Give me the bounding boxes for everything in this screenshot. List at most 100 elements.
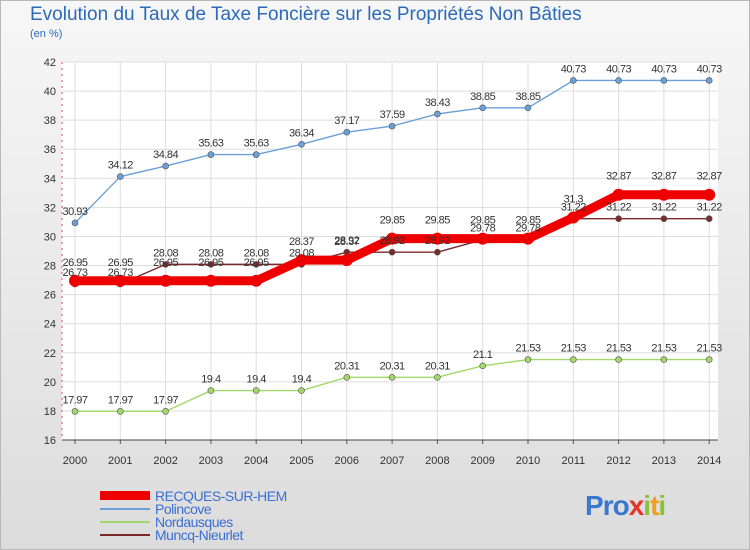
logo-letter: P bbox=[585, 490, 604, 521]
legend-label: RECQUES-SUR-HEM bbox=[155, 488, 287, 504]
data-label-muncq-nieurlet: 28.92 bbox=[380, 235, 405, 247]
data-label-muncq-nieurlet: 31.22 bbox=[651, 202, 676, 214]
data-point-nordausques bbox=[615, 356, 622, 363]
data-point-polincove bbox=[117, 173, 124, 180]
y-tick-label: 18 bbox=[44, 406, 56, 418]
data-label-nordausques: 20.31 bbox=[334, 360, 359, 372]
data-point-nordausques bbox=[479, 362, 487, 370]
data-label-nordausques: 17.97 bbox=[62, 394, 87, 406]
data-label-polincove: 40.73 bbox=[651, 63, 676, 75]
data-point-nordausques bbox=[71, 408, 79, 415]
data-point-muncq-nieurlet bbox=[388, 248, 396, 256]
y-tick-label: 20 bbox=[44, 377, 56, 389]
data-label-recques-sur-hem: 32.87 bbox=[606, 171, 631, 183]
data-label-muncq-nieurlet: 28.08 bbox=[153, 247, 178, 259]
data-point-nordausques bbox=[343, 374, 351, 381]
data-label-polincove: 38.85 bbox=[470, 91, 495, 103]
x-tick-label: 2009 bbox=[470, 455, 494, 467]
y-tick-label: 16 bbox=[44, 435, 56, 447]
data-point-muncq-nieurlet bbox=[252, 261, 260, 268]
data-point-nordausques bbox=[434, 374, 441, 381]
data-label-nordausques: 20.31 bbox=[380, 360, 405, 372]
data-label-nordausques: 19.4 bbox=[201, 374, 221, 386]
legend-swatch bbox=[100, 491, 150, 500]
data-label-polincove: 35.63 bbox=[244, 138, 269, 150]
y-tick-label: 34 bbox=[44, 173, 56, 185]
data-label-muncq-nieurlet: 31.22 bbox=[697, 202, 722, 214]
x-tick-label: 2012 bbox=[606, 455, 630, 467]
data-point-nordausques bbox=[252, 387, 260, 394]
data-label-muncq-nieurlet: 31.22 bbox=[561, 202, 586, 214]
data-label-nordausques: 21.53 bbox=[561, 343, 586, 355]
x-tick-label: 2002 bbox=[153, 455, 177, 467]
data-label-polincove: 36.34 bbox=[289, 127, 314, 139]
data-label-nordausques: 19.4 bbox=[292, 374, 312, 386]
x-tick-label: 2001 bbox=[108, 455, 132, 467]
data-label-muncq-nieurlet: 29.78 bbox=[470, 223, 495, 235]
data-label-muncq-nieurlet: 31.22 bbox=[606, 202, 631, 214]
data-point-recques-sur-hem bbox=[612, 188, 625, 201]
data-label-recques-sur-hem: 28.37 bbox=[334, 236, 359, 248]
data-label-muncq-nieurlet: 29.78 bbox=[515, 223, 540, 235]
data-point-muncq-nieurlet bbox=[705, 215, 713, 223]
data-point-polincove bbox=[388, 122, 396, 130]
data-point-nordausques bbox=[117, 408, 124, 415]
data-label-nordausques: 21.53 bbox=[606, 343, 631, 355]
data-point-polincove bbox=[705, 77, 713, 84]
data-label-polincove: 34.12 bbox=[108, 160, 133, 172]
data-label-recques-sur-hem: 29.85 bbox=[380, 215, 405, 227]
data-point-polincove bbox=[615, 77, 622, 84]
y-tick-label: 38 bbox=[44, 115, 56, 127]
data-label-polincove: 37.59 bbox=[380, 109, 405, 121]
data-point-recques-sur-hem bbox=[204, 274, 217, 287]
chart-title: Evolution du Taux de Taxe Foncière sur l… bbox=[30, 4, 582, 25]
data-label-recques-sur-hem: 26.95 bbox=[108, 257, 133, 269]
data-point-muncq-nieurlet bbox=[162, 261, 169, 268]
data-point-muncq-nieurlet bbox=[434, 248, 441, 256]
data-label-recques-sur-hem: 32.87 bbox=[651, 171, 676, 183]
data-label-nordausques: 17.97 bbox=[153, 394, 178, 406]
data-point-recques-sur-hem bbox=[295, 254, 308, 267]
data-label-polincove: 37.17 bbox=[334, 115, 359, 127]
data-label-recques-sur-hem: 26.95 bbox=[153, 257, 178, 269]
x-tick-label: 2007 bbox=[380, 455, 404, 467]
data-label-recques-sur-hem: 31.3 bbox=[564, 194, 584, 206]
data-point-nordausques bbox=[660, 356, 668, 363]
data-label-recques-sur-hem: 26.95 bbox=[244, 257, 269, 269]
data-point-polincove bbox=[434, 110, 441, 118]
y-tick-label: 26 bbox=[44, 290, 56, 302]
data-point-recques-sur-hem bbox=[431, 232, 444, 245]
data-label-recques-sur-hem: 26.95 bbox=[198, 257, 223, 269]
data-label-nordausques: 17.97 bbox=[108, 394, 133, 406]
x-tick-label: 2014 bbox=[697, 455, 721, 467]
legend-swatch bbox=[100, 508, 150, 510]
y-tick-label: 28 bbox=[44, 261, 56, 273]
data-label-muncq-nieurlet: 28.08 bbox=[198, 247, 223, 259]
data-label-polincove: 34.84 bbox=[153, 149, 178, 161]
data-label-polincove: 35.63 bbox=[198, 138, 223, 150]
data-label-nordausques: 21.1 bbox=[473, 349, 493, 361]
x-tick-label: 2011 bbox=[561, 455, 585, 467]
data-point-recques-sur-hem bbox=[476, 232, 489, 245]
data-label-polincove: 40.73 bbox=[606, 63, 631, 75]
data-point-recques-sur-hem bbox=[69, 274, 81, 287]
data-point-recques-sur-hem bbox=[159, 274, 172, 287]
data-point-recques-sur-hem bbox=[522, 232, 534, 245]
data-point-nordausques bbox=[705, 356, 713, 363]
y-tick-label: 40 bbox=[44, 86, 56, 98]
x-tick-label: 2006 bbox=[335, 455, 359, 467]
x-tick-label: 2003 bbox=[199, 455, 223, 467]
x-tick-label: 2010 bbox=[516, 455, 540, 467]
proxiti-logo: Proxiti bbox=[585, 490, 666, 522]
data-label-nordausques: 20.31 bbox=[425, 360, 450, 372]
x-tick-label: 2013 bbox=[652, 455, 676, 467]
data-point-recques-sur-hem bbox=[703, 188, 716, 201]
data-point-polincove bbox=[252, 151, 260, 158]
y-tick-label: 36 bbox=[44, 144, 56, 156]
data-label-recques-sur-hem: 29.85 bbox=[425, 215, 450, 227]
data-label-nordausques: 21.53 bbox=[697, 343, 722, 355]
data-point-nordausques bbox=[207, 387, 215, 394]
data-label-recques-sur-hem: 26.95 bbox=[62, 257, 87, 269]
legend-label: Polincove bbox=[155, 501, 212, 517]
data-point-polincove bbox=[660, 77, 668, 84]
